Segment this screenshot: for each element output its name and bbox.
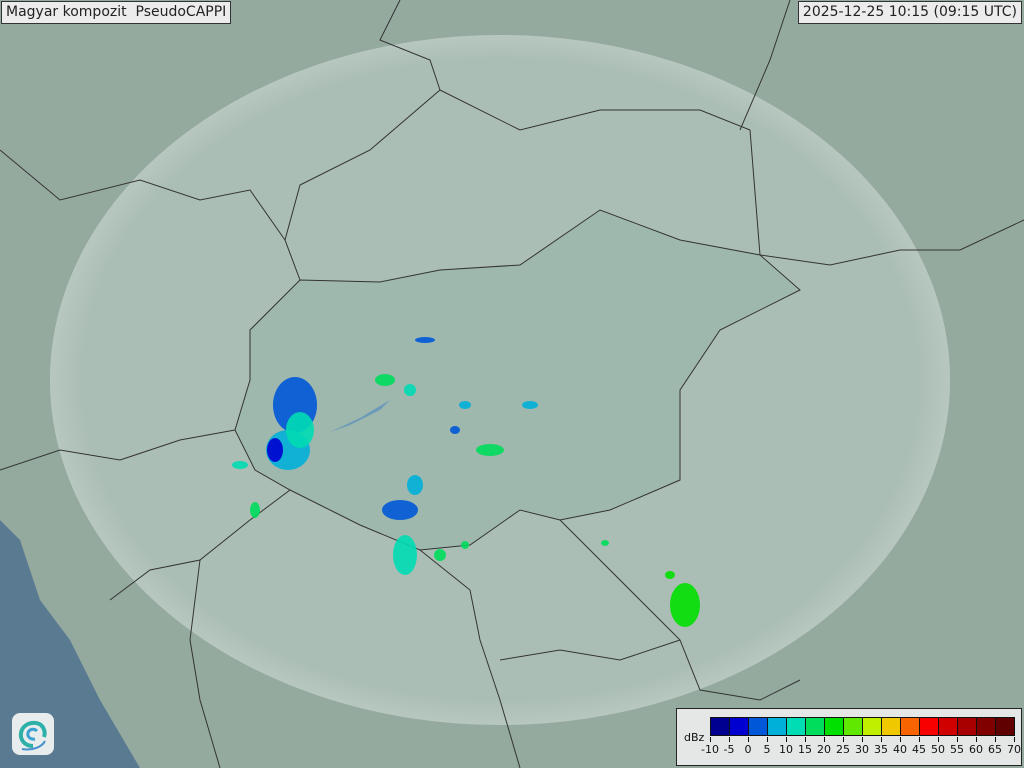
legend-swatch — [844, 718, 863, 735]
legend-tick — [786, 737, 787, 742]
radar-echo — [670, 583, 700, 627]
radar-echo — [522, 401, 538, 409]
radar-echo — [393, 535, 417, 575]
radar-echo — [461, 541, 469, 549]
swirl-logo-icon — [12, 713, 54, 755]
legend-tick — [938, 737, 939, 742]
legend-tick — [957, 737, 958, 742]
radar-echo — [450, 426, 460, 434]
dbz-legend: dBz -10 -5 0 5 10 15 20 25 30 35 40 45 50 55 60 65 70 — [676, 708, 1022, 766]
legend-tick-label: -10 — [701, 743, 719, 756]
legend-unit: dBz — [684, 731, 705, 744]
legend-swatch — [768, 718, 787, 735]
legend-tick — [805, 737, 806, 742]
radar-echo — [404, 384, 416, 396]
legend-tick — [843, 737, 844, 742]
legend-tick — [976, 737, 977, 742]
legend-swatch — [996, 718, 1014, 735]
radar-echo — [459, 401, 471, 409]
adriatic-sea — [0, 520, 140, 768]
legend-color-bar — [710, 717, 1015, 736]
product-title: Magyar kompozit PseudoCAPPI — [1, 1, 232, 24]
legend-tick — [824, 737, 825, 742]
legend-tick-label: 60 — [969, 743, 983, 756]
radar-echo — [286, 412, 314, 448]
legend-tick-label: 5 — [763, 743, 771, 756]
legend-swatch — [863, 718, 882, 735]
legend-tick-label: 50 — [931, 743, 945, 756]
radar-echo — [382, 500, 418, 520]
radar-echo — [407, 475, 423, 495]
legend-swatch — [882, 718, 901, 735]
legend-tick-label: 40 — [893, 743, 907, 756]
radar-echo — [601, 540, 609, 546]
legend-swatch — [977, 718, 996, 735]
legend-swatch — [958, 718, 977, 735]
legend-swatch — [806, 718, 825, 735]
legend-tick — [729, 737, 730, 742]
hungary-area — [235, 210, 800, 550]
timestamp: 2025-12-25 10:15 (09:15 UTC) — [797, 1, 1022, 24]
radar-echo — [415, 337, 435, 343]
legend-tick-label: 35 — [874, 743, 888, 756]
legend-swatch — [787, 718, 806, 735]
legend-tick-label: 55 — [950, 743, 964, 756]
radar-echo — [250, 502, 260, 518]
legend-tick — [919, 737, 920, 742]
legend-tick — [862, 737, 863, 742]
legend-tick-label: 45 — [912, 743, 926, 756]
legend-tick-label: -5 — [723, 743, 735, 756]
legend-swatch — [920, 718, 939, 735]
radar-echo — [476, 444, 504, 456]
legend-tick-label: 10 — [779, 743, 793, 756]
legend-tick — [900, 737, 901, 742]
legend-ticks: -10 -5 0 5 10 15 20 25 30 35 40 45 50 55 60 65 70 — [701, 737, 1021, 757]
legend-swatch — [825, 718, 844, 735]
legend-tick-label: 0 — [744, 743, 752, 756]
legend-tick — [767, 737, 768, 742]
radar-echo — [434, 549, 446, 561]
legend-tick-label: 15 — [798, 743, 812, 756]
legend-swatch — [939, 718, 958, 735]
legend-tick — [881, 737, 882, 742]
radar-echoes — [232, 337, 700, 627]
radar-echo — [665, 571, 675, 579]
legend-tick-label: 70 — [1007, 743, 1021, 756]
legend-swatch — [711, 718, 730, 735]
legend-tick — [748, 737, 749, 742]
legend-tick-label: 30 — [855, 743, 869, 756]
legend-swatch — [749, 718, 768, 735]
radar-echo — [375, 374, 395, 386]
legend-tick-label: 25 — [836, 743, 850, 756]
legend-tick-label: 20 — [817, 743, 831, 756]
legend-tick-label: 65 — [988, 743, 1002, 756]
legend-swatch — [901, 718, 920, 735]
legend-tick — [710, 737, 711, 742]
legend-tick — [995, 737, 996, 742]
radar-echo — [267, 438, 283, 462]
legend-swatch — [730, 718, 749, 735]
radar-echo — [232, 461, 248, 469]
legend-tick — [1014, 737, 1015, 742]
